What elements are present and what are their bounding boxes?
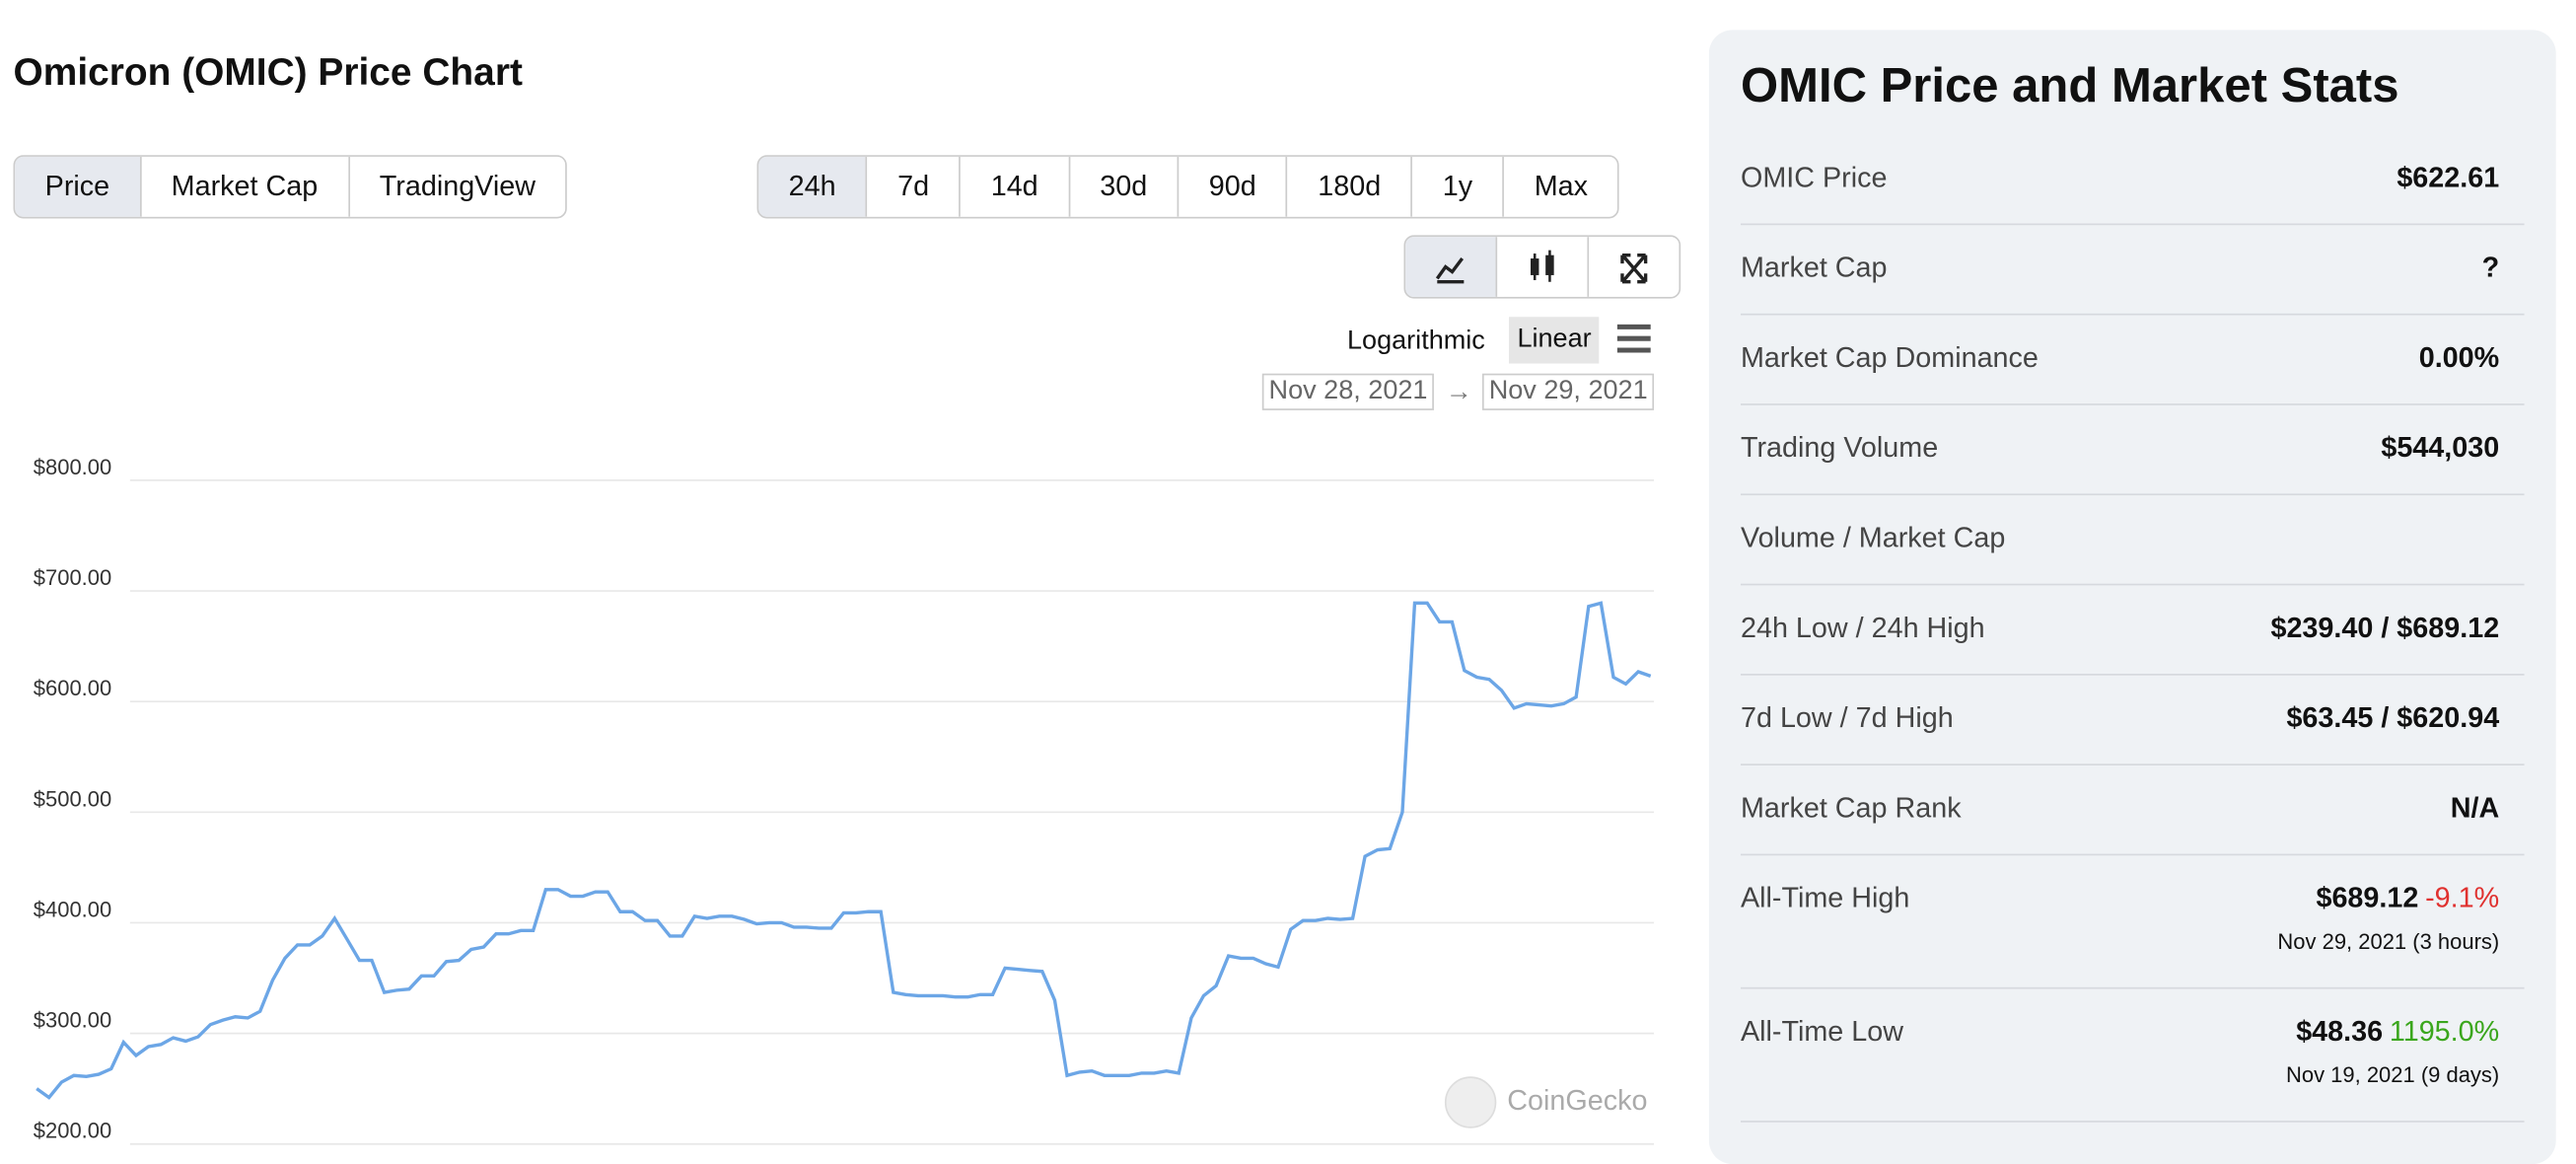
stat-label: OMIC Price [1740, 161, 1888, 194]
stat-value-text: $63.45 / $620.94 [2286, 701, 2500, 734]
range-tab[interactable]: 90d [1177, 156, 1287, 217]
watermark: CoinGecko [1507, 1085, 1647, 1117]
chart-tab[interactable]: TradingView [347, 156, 566, 217]
stat-change: -9.1% [2425, 882, 2500, 914]
stat-label: Market Cap Dominance [1740, 341, 2039, 374]
candle-icon [1530, 250, 1554, 282]
stat-value-text: $689.12 [2316, 882, 2419, 914]
range-tab[interactable]: 180d [1286, 156, 1411, 217]
stat-value-text: ? [2481, 252, 2500, 284]
date-from[interactable]: Nov 28, 2021 [1261, 373, 1435, 410]
price-line [36, 601, 1652, 1100]
watermark-logo [1444, 1076, 1497, 1128]
y-tick-label: $800.00 [34, 455, 111, 479]
stat-row: 24h Low / 24h High $239.40 / $689.12 [1740, 584, 2525, 676]
stat-value-text: N/A [2450, 792, 2500, 825]
y-tick-label: $700.00 [34, 565, 111, 590]
stat-value: $544,030 [2381, 432, 2499, 466]
stat-change: 1195.0% [2389, 1015, 2500, 1048]
stat-label: All-Time High [1740, 882, 1910, 914]
stat-row: Market Cap Rank N/A [1740, 764, 2525, 856]
stat-note: Nov 29, 2021 (3 hours) [2277, 928, 2500, 955]
date-to[interactable]: Nov 29, 2021 [1481, 373, 1655, 410]
stat-label: Market Cap Rank [1740, 792, 1962, 825]
range-tab[interactable]: 30d [1068, 156, 1178, 217]
stat-row: Volume / Market Cap [1740, 493, 2525, 586]
stat-value: N/A [2451, 792, 2500, 826]
y-tick-label: $400.00 [34, 897, 111, 921]
stat-label: All-Time Low [1740, 1015, 1904, 1048]
stat-value: $622.61 [2397, 162, 2499, 195]
stat-value-text: $48.36 [2296, 1015, 2384, 1048]
expand-icon [1620, 253, 1648, 284]
price-chart: CoinGecko $200.00 $300.00 $400.00 $500.00 $6… [34, 455, 1655, 1145]
stat-row: Trading Volume $544,030 [1740, 403, 2525, 496]
stat-value: $48.36 1195.0% [2296, 1016, 2499, 1050]
stat-label: Trading Volume [1740, 431, 1939, 464]
stat-label: 7d Low / 7d High [1740, 701, 1954, 734]
log-option[interactable]: Logarithmic [1347, 327, 1485, 356]
stat-value-text: $544,030 [2381, 431, 2500, 464]
stat-row: Market Cap Dominance 0.00% [1740, 314, 2525, 405]
stat-value: $239.40 / $689.12 [2270, 612, 2499, 645]
chart-tabs: Price Market Cap TradingView [13, 155, 568, 219]
stat-value: $63.45 / $620.94 [2286, 702, 2499, 736]
stats-title: OMIC Price and Market Stats [1740, 59, 2399, 113]
stat-value-text: $239.40 / $689.12 [2270, 612, 2500, 644]
arrow: → [1445, 378, 1472, 407]
range-tab[interactable]: 1y [1410, 156, 1503, 217]
stat-label: 24h Low / 24h High [1740, 612, 1985, 644]
stat-label: Market Cap [1740, 252, 1888, 284]
range-tab[interactable]: Max [1502, 156, 1618, 217]
stat-row: All-Time Low $48.36 1195.0% Nov 19, 2021 (9… [1740, 987, 2525, 1123]
chart-title: Omicron (OMIC) Price Chart [13, 49, 523, 94]
stat-label: Volume / Market Cap [1740, 522, 2006, 554]
stat-value: ? [2482, 252, 2500, 285]
stat-value: $689.12 -9.1% [2316, 882, 2499, 915]
stat-value: 0.00% [2419, 342, 2499, 376]
stat-row: All-Time High $689.12 -9.1% Nov 29, 2021 (3… [1740, 854, 2525, 989]
line-icon [1435, 257, 1465, 284]
stats-panel: OMIC Price and Market Stats OMIC Price $6… [1708, 30, 2556, 1164]
stat-row: Market Cap? [1740, 224, 2525, 316]
range-tabs: 24h 7d 14d 30d 90d 180d 1y Max [756, 155, 1620, 219]
stat-value-text: 0.00% [2418, 341, 2500, 374]
range-tab[interactable]: 7d [866, 156, 960, 217]
y-tick-label: $300.00 [34, 1008, 111, 1033]
line-chart-button[interactable] [1405, 237, 1496, 297]
linear-option[interactable]: Linear [1508, 317, 1601, 364]
stat-value-text: $622.61 [2397, 161, 2500, 194]
fullscreen-button[interactable] [1587, 237, 1680, 297]
chart-style-tabs [1403, 235, 1682, 299]
stat-row: 7d Low / 7d High $63.45 / $620.94 [1740, 674, 2525, 765]
chart-tab[interactable]: Market Cap [139, 156, 348, 217]
range-tab[interactable]: 14d [959, 156, 1069, 217]
y-tick-label: $600.00 [34, 676, 111, 700]
y-tick-label: $500.00 [34, 786, 111, 811]
stat-row: OMIC Price $622.61 [1740, 133, 2525, 226]
stat-note: Nov 19, 2021 (9 days) [2285, 1061, 2500, 1088]
candle-chart-button[interactable] [1495, 237, 1588, 297]
y-tick-label: $200.00 [34, 1119, 111, 1143]
menu-icon[interactable] [1614, 321, 1655, 361]
chart-tab[interactable]: Price [15, 156, 140, 217]
range-tab[interactable]: 24h [758, 156, 867, 217]
